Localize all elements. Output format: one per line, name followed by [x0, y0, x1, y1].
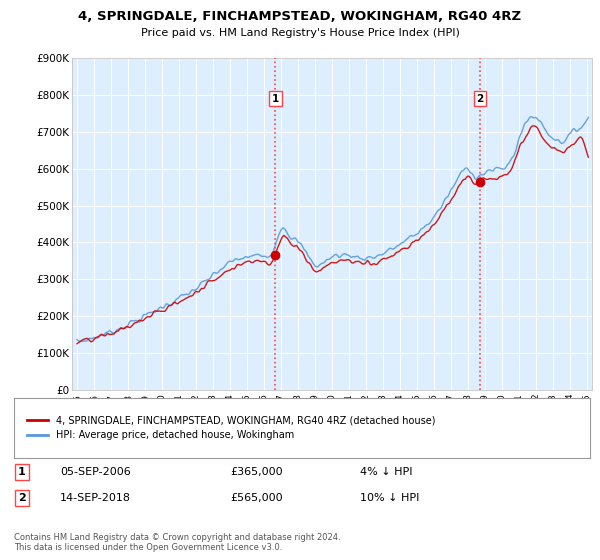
- Text: £565,000: £565,000: [230, 493, 283, 503]
- Text: 14-SEP-2018: 14-SEP-2018: [60, 493, 131, 503]
- Legend: 4, SPRINGDALE, FINCHAMPSTEAD, WOKINGHAM, RG40 4RZ (detached house), HPI: Average: 4, SPRINGDALE, FINCHAMPSTEAD, WOKINGHAM,…: [22, 410, 440, 445]
- Text: Price paid vs. HM Land Registry's House Price Index (HPI): Price paid vs. HM Land Registry's House …: [140, 28, 460, 38]
- Text: £365,000: £365,000: [230, 467, 283, 477]
- Text: 05-SEP-2006: 05-SEP-2006: [60, 467, 131, 477]
- Text: Contains HM Land Registry data © Crown copyright and database right 2024.
This d: Contains HM Land Registry data © Crown c…: [14, 533, 341, 552]
- Text: 2: 2: [476, 94, 484, 104]
- Text: 4% ↓ HPI: 4% ↓ HPI: [360, 467, 413, 477]
- Text: 4, SPRINGDALE, FINCHAMPSTEAD, WOKINGHAM, RG40 4RZ: 4, SPRINGDALE, FINCHAMPSTEAD, WOKINGHAM,…: [79, 10, 521, 23]
- Text: 1: 1: [272, 94, 279, 104]
- Text: 10% ↓ HPI: 10% ↓ HPI: [360, 493, 419, 503]
- Text: 1: 1: [18, 467, 26, 477]
- Text: 2: 2: [18, 493, 26, 503]
